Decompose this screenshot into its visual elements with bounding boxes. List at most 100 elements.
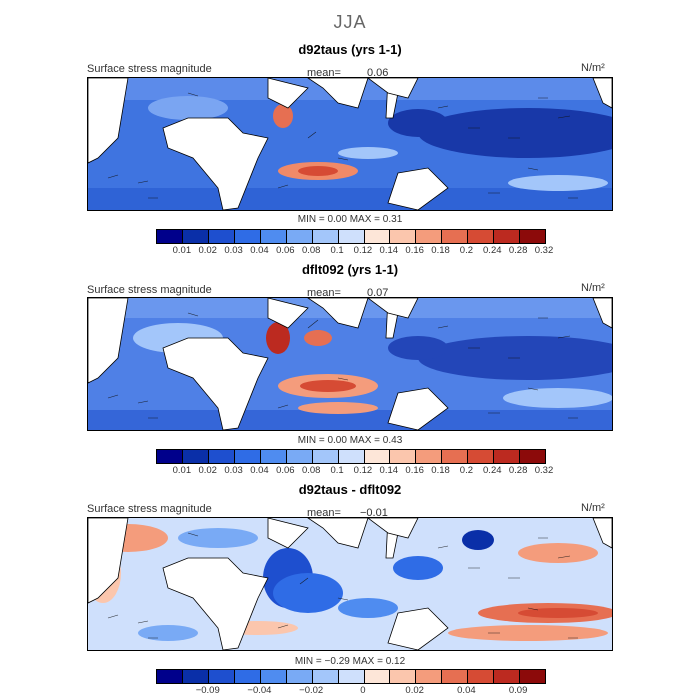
- panel-2-max-label: MAX =: [349, 435, 381, 446]
- colorbar-tick-label: 0.14: [379, 465, 399, 476]
- colorbar-tick-label: 0.32: [534, 245, 554, 256]
- panel-2-colorbar: [156, 449, 546, 464]
- panel-2-min-label: MIN =: [297, 435, 325, 446]
- colorbar-tick-label: −0.02: [299, 685, 324, 696]
- panel-1-title: d92taus (yrs 1-1): [298, 42, 402, 57]
- colorbar-tick-label: 0.03: [224, 465, 243, 476]
- colorbar-swatch: [182, 450, 209, 463]
- colorbar-swatch: [157, 670, 183, 683]
- colorbar-tick-label: 0.06: [276, 465, 295, 476]
- panel-2-units: N/m²: [581, 282, 605, 294]
- colorbar-swatch: [182, 230, 209, 243]
- colorbar-tick-label: 0.03: [224, 245, 243, 256]
- colorbar-swatch: [234, 670, 261, 683]
- colorbar-tick-label: 0.2: [459, 245, 473, 256]
- panel-3-units: N/m²: [581, 502, 605, 514]
- colorbar-swatch: [468, 230, 495, 243]
- figure-title: JJA: [333, 12, 367, 32]
- panel-3-minmax: MIN = −0.29 MAX = 0.12: [0, 656, 700, 667]
- colorbar-swatch: [182, 670, 209, 683]
- colorbar-swatch: [442, 450, 469, 463]
- colorbar-tick-label: 0.01: [172, 245, 192, 256]
- colorbar-swatch: [286, 450, 313, 463]
- colorbar-swatch: [494, 230, 521, 243]
- panel-1-colorbar: [156, 229, 546, 244]
- panel-1-variable-label: Surface stress magnitude: [87, 63, 212, 75]
- panel-1-mean-label: mean=: [307, 67, 341, 79]
- panel-3-max-label: MAX =: [352, 656, 383, 667]
- colorbar-swatch: [416, 670, 443, 683]
- colorbar-tick-label: 0.1: [330, 245, 344, 256]
- panel-1-mean-value: 0.06: [367, 67, 389, 79]
- colorbar-tick-label: 0: [360, 685, 366, 696]
- panel-2-map: [87, 297, 613, 431]
- colorbar-swatch: [416, 230, 443, 243]
- colorbar-tick-label: 0.32: [534, 465, 554, 476]
- colorbar-swatch: [520, 450, 546, 463]
- colorbar-swatch: [157, 450, 183, 463]
- colorbar-swatch: [390, 230, 417, 243]
- colorbar-swatch: [364, 450, 391, 463]
- colorbar-swatch: [234, 450, 261, 463]
- panel-2-min-value: 0.00: [327, 435, 347, 446]
- colorbar-tick-label: 0.24: [483, 245, 502, 256]
- colorbar-swatch: [338, 450, 365, 463]
- panel-3-colorbar-ticks: −0.09 −0.04 −0.02 0 0.02 0.04 0.09: [156, 685, 544, 697]
- colorbar-swatch: [312, 450, 339, 463]
- colorbar-tick-label: 0.04: [250, 245, 269, 256]
- panel-2-mean-value: 0.07: [367, 287, 389, 299]
- colorbar-tick-label: 0.12: [353, 245, 373, 256]
- colorbar-swatch: [286, 230, 313, 243]
- colorbar-swatch: [312, 230, 339, 243]
- panel-3-colorbar: [156, 669, 546, 684]
- colorbar-swatch: [338, 670, 365, 683]
- colorbar-tick-label: 0.12: [353, 465, 373, 476]
- colorbar-swatch: [260, 450, 287, 463]
- colorbar-tick-label: 0.28: [508, 245, 528, 256]
- colorbar-swatch: [520, 230, 546, 243]
- colorbar-swatch: [494, 450, 521, 463]
- colorbar-swatch: [390, 670, 417, 683]
- panel-2-colorbar-ticks: 0.01 0.02 0.03 0.04 0.06 0.08 0.1 0.12 0.14 0.16 0…: [156, 465, 554, 477]
- panel-2-variable-label: Surface stress magnitude: [87, 284, 212, 296]
- colorbar-swatch: [494, 670, 521, 683]
- colorbar-swatch: [338, 230, 365, 243]
- colorbar-tick-label: 0.28: [508, 465, 528, 476]
- panel-3-mean-label: mean=: [307, 507, 341, 519]
- colorbar-tick-label: 0.08: [301, 465, 321, 476]
- colorbar-tick-label: −0.04: [247, 685, 272, 696]
- colorbar-swatch: [234, 230, 261, 243]
- colorbar-tick-label: 0.08: [301, 245, 321, 256]
- panel-2-max-value: 0.43: [382, 435, 403, 446]
- colorbar-tick-label: 0.18: [431, 465, 450, 476]
- panel-1-min-value: 0.00: [327, 214, 347, 225]
- colorbar-swatch: [520, 670, 546, 683]
- panel-1-minmax: MIN = 0.00 MAX = 0.31: [0, 214, 700, 225]
- colorbar-tick-label: 0.01: [172, 465, 192, 476]
- colorbar-tick-label: 0.06: [276, 245, 295, 256]
- panel-3-variable-label: Surface stress magnitude: [87, 503, 212, 515]
- colorbar-tick-label: 0.24: [483, 465, 502, 476]
- colorbar-tick-label: 0.16: [405, 245, 424, 256]
- colorbar-tick-label: −0.09: [195, 685, 220, 696]
- colorbar-swatch: [286, 670, 313, 683]
- colorbar-tick-label: 0.1: [330, 465, 344, 476]
- colorbar-swatch: [468, 670, 495, 683]
- colorbar-swatch: [208, 230, 235, 243]
- colorbar-swatch: [468, 450, 495, 463]
- panel-1-max-label: MAX =: [349, 214, 381, 225]
- panel-1-max-value: 0.31: [382, 214, 403, 225]
- panel-1-colorbar-ticks: 0.01 0.02 0.03 0.04 0.06 0.08 0.1 0.12 0.14 0.16 0…: [156, 245, 554, 257]
- colorbar-tick-label: 0.16: [405, 465, 424, 476]
- panel-2-minmax: MIN = 0.00 MAX = 0.43: [0, 435, 700, 446]
- colorbar-swatch: [416, 450, 443, 463]
- colorbar-tick-label: 0.02: [405, 685, 424, 696]
- colorbar-tick-label: 0.02: [198, 465, 217, 476]
- colorbar-swatch: [442, 230, 469, 243]
- colorbar-tick-label: 0.04: [250, 465, 269, 476]
- colorbar-tick-label: 0.14: [379, 245, 399, 256]
- colorbar-tick-label: 0.04: [457, 685, 476, 696]
- panel-1-min-label: MIN =: [297, 214, 325, 225]
- colorbar-swatch: [260, 230, 287, 243]
- colorbar-swatch: [364, 230, 391, 243]
